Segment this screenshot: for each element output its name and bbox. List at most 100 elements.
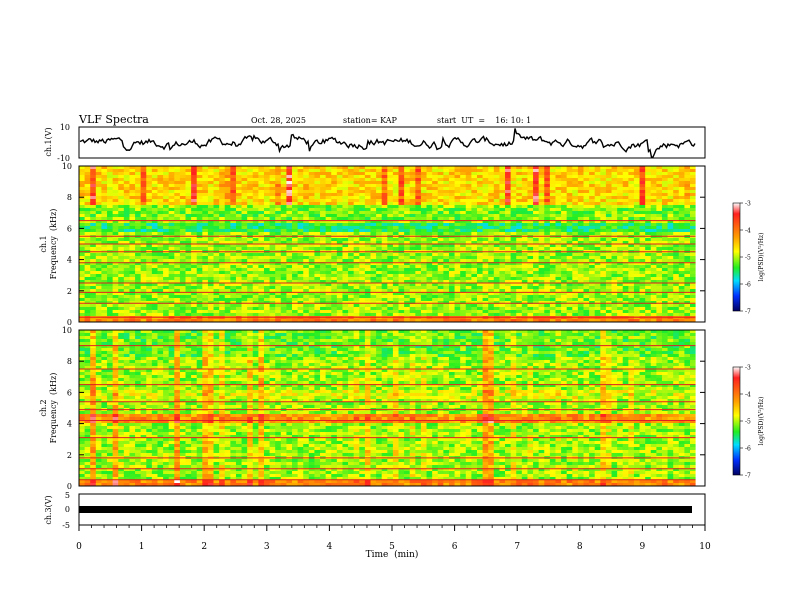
spectrogram-cell [381,229,388,233]
spectrogram-cell [605,229,612,233]
spectrogram-cell [566,196,573,200]
spectrogram-cell [633,280,640,284]
spectrogram-cell [179,289,186,293]
spectrogram-cell [510,232,517,236]
spectrogram-cell [303,277,310,281]
spectrogram-cell [577,175,584,179]
spectrogram-cell [376,295,383,299]
spectrogram-cell [404,178,411,182]
spectrogram-cell [95,256,102,260]
spectrogram-cell [633,238,640,242]
spectrogram-cell [656,295,663,299]
spectrogram-cell [415,253,422,257]
spectrogram-cell [308,244,315,248]
spectrogram-cell [387,181,394,185]
spectrogram-cell [628,253,635,257]
spectrogram-cell [572,286,579,290]
spectrogram-cell [292,211,299,215]
spectrogram-cell [123,247,130,251]
spectrogram-cell [499,280,506,284]
spectrogram-cell [342,232,349,236]
spectrogram-cell [135,301,142,305]
spectrogram-cell [544,208,551,212]
spectrogram-cell [196,280,203,284]
spectrogram-cell [376,259,383,263]
spectrogram-cell [269,166,276,170]
spectrogram-cell [303,289,310,293]
spectrogram-cell [230,241,237,245]
spectrogram-cell [191,295,198,299]
spectrogram-cell [196,274,203,278]
spectrogram-cell [207,268,214,272]
spectrogram-cell [263,178,270,182]
spectrogram-cell [269,232,276,236]
spectrogram-cell [493,283,500,287]
spectrogram-cell [650,244,657,248]
spectrogram-cell [348,193,355,197]
spectrogram-cell [398,178,405,182]
spectrogram-cell [448,256,455,260]
spectrogram-cell [207,214,214,218]
spectrogram-cell [471,223,478,227]
spectrogram-cell [331,244,338,248]
spectrogram-cell [628,280,635,284]
spectrogram-cell [387,271,394,275]
spectrogram-cell [320,223,327,227]
spectrogram-cell [617,184,624,188]
spectrogram-cell [168,232,175,236]
spectrogram-cell [370,166,377,170]
spectrogram-cell [275,265,282,269]
ch1-ytick-bottom: -10 [57,154,70,163]
spectrogram-cell [359,244,366,248]
spectrogram-cell [297,286,304,290]
spectrogram-cell [392,223,399,227]
spectrogram-cell [112,184,119,188]
spectrogram-cell [174,184,181,188]
spectrogram-cell [230,226,237,230]
spectrogram-cell [303,211,310,215]
spectrogram-cell [611,292,618,296]
spectrogram-cell [505,178,512,182]
spectrogram-cell [387,223,394,227]
spectrogram-cell [661,274,668,278]
spectrogram-cell [168,286,175,290]
spectrogram-cell [505,244,512,248]
spectrogram-cell [252,232,259,236]
spectrogram-cell [163,280,170,284]
spectrogram-cell [331,295,338,299]
spectrogram-cell [611,193,618,197]
spectrogram-cell [538,184,545,188]
spectrogram-cell [213,205,220,209]
spectrogram-cell [622,211,629,215]
spectrogram-cell [544,223,551,227]
spectrogram-cell [476,262,483,266]
spectrogram-cell [656,181,663,185]
spectrogram-cell [359,253,366,257]
spectrogram-cell [207,298,214,302]
spectrogram-cell [376,226,383,230]
spectrogram-cell [269,268,276,272]
ch1-wave-ylabel: ch.1(V) [44,127,53,156]
spectrogram-cell [493,178,500,182]
spectrogram-cell [325,226,332,230]
spectrogram-cell [409,199,416,203]
spectrogram-cell [661,184,668,188]
spectrogram-cell [561,193,568,197]
spectrogram-cell [561,172,568,176]
spectrogram-cell [645,256,652,260]
spectrogram-cell [476,229,483,233]
spectrogram-cell [420,172,427,176]
spectrogram-cell [196,187,203,191]
spectrogram-cell [690,295,697,299]
spectrogram-cell [191,232,198,236]
spectrogram-cell [297,199,304,203]
spectrogram-cell [213,259,220,263]
spectrogram-cell [224,181,231,185]
spectrogram-cell [398,265,405,269]
spectrogram-cell [191,202,198,206]
spectrogram-cell [269,214,276,218]
spectrogram-cell [521,175,528,179]
spectrogram-cell [331,196,338,200]
spectrogram-cell [617,226,624,230]
spectrogram-cell [135,268,142,272]
